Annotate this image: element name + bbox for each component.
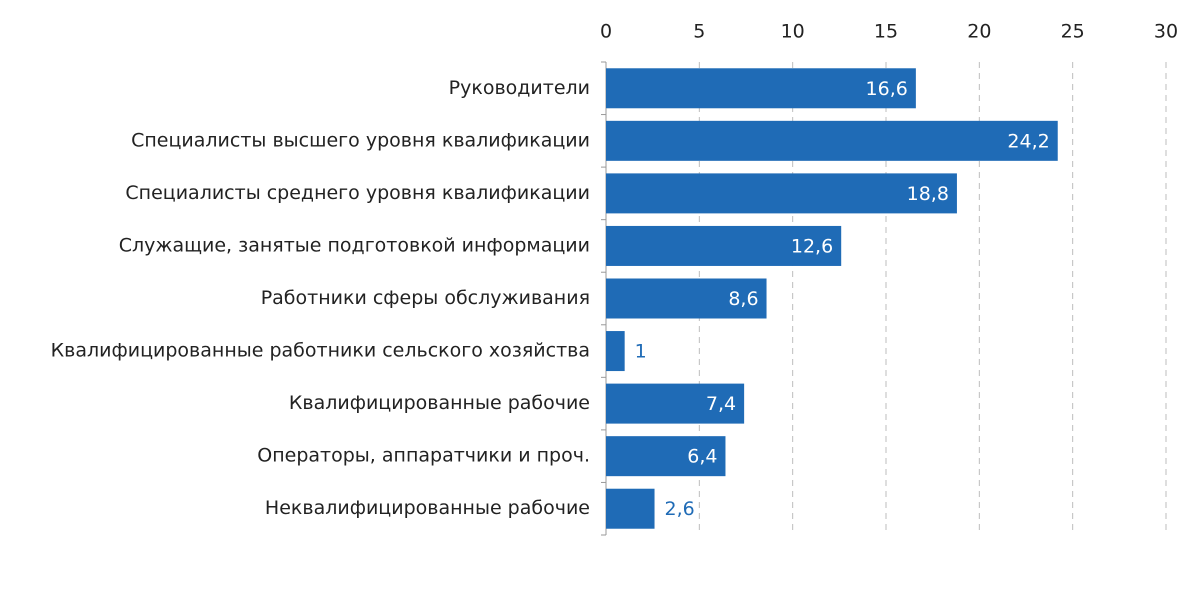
x-tick-label: 0 <box>600 21 612 43</box>
bar <box>606 225 842 266</box>
bar <box>606 436 726 477</box>
value-label: 18,8 <box>907 183 949 205</box>
x-tick-label: 25 <box>1061 21 1085 43</box>
bar <box>606 120 1058 161</box>
bar <box>606 68 916 109</box>
value-label: 12,6 <box>791 235 833 257</box>
y-tick-label: Руководители <box>449 77 590 99</box>
bar <box>606 488 655 529</box>
bar <box>606 278 767 319</box>
value-label: 7,4 <box>706 393 736 415</box>
bar <box>606 383 745 424</box>
bar <box>606 331 625 372</box>
value-label: 24,2 <box>1007 130 1049 152</box>
x-tick-label: 5 <box>693 21 705 43</box>
value-label: 8,6 <box>728 288 758 310</box>
y-tick-label: Квалифицированные работники сельского хо… <box>51 340 590 362</box>
value-label: 1 <box>635 341 647 363</box>
y-tick-label: Специалисты высшего уровня квалификации <box>131 129 590 151</box>
bar <box>606 173 957 214</box>
y-tick-label: Работники сферы обслуживания <box>261 287 590 309</box>
x-tick-label: 10 <box>781 21 805 43</box>
x-tick-label: 30 <box>1154 21 1178 43</box>
value-label: 2,6 <box>665 498 695 520</box>
x-tick-label: 20 <box>967 21 991 43</box>
y-tick-label: Операторы, аппаратчики и проч. <box>257 445 590 467</box>
y-tick-label: Квалифицированные рабочие <box>289 392 590 414</box>
value-label: 16,6 <box>866 78 908 100</box>
x-tick-label: 15 <box>874 21 898 43</box>
value-label: 6,4 <box>687 446 717 468</box>
y-tick-label: Специалисты среднего уровня квалификации <box>125 182 590 204</box>
y-tick-label: Неквалифицированные рабочие <box>265 497 590 519</box>
y-tick-label: Служащие, занятые подготовкой информации <box>119 234 590 256</box>
